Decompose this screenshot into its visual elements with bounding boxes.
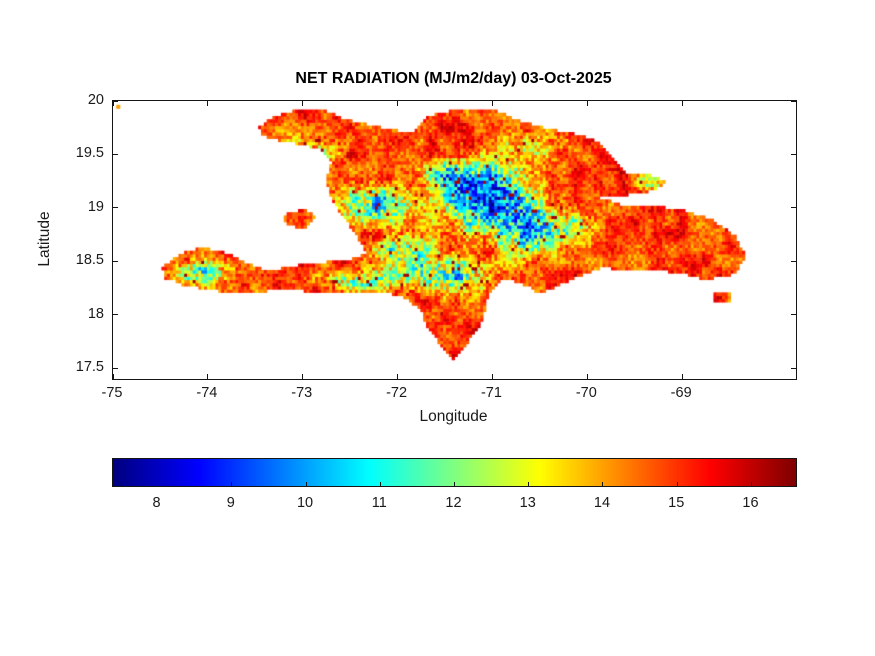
x-tickmark-top [586, 101, 588, 106]
y-tick-label: 19.5 [75, 145, 104, 162]
colorbar [112, 458, 797, 487]
colorbar-tick-label: 9 [226, 495, 235, 511]
y-tickmark-right [791, 100, 796, 102]
y-tick-label: 20 [87, 92, 104, 108]
x-tickmark [397, 374, 399, 379]
y-tickmark-right [791, 153, 796, 155]
x-tickmark-top [681, 101, 683, 106]
chart-title: NET RADIATION (MJ/m2/day) 03-Oct-2025 [295, 70, 612, 87]
x-tickmark [302, 374, 304, 379]
colorbar-tickmark [379, 482, 381, 486]
colorbar-tick-label: 14 [593, 495, 611, 511]
x-tick-label: -72 [386, 385, 408, 401]
y-tickmark-right [791, 260, 796, 262]
colorbar-tickmark [454, 482, 455, 486]
y-tickmark [113, 260, 118, 262]
y-tickmark [113, 100, 118, 102]
radiation-heatmap-canvas [113, 101, 796, 379]
colorbar-tick-label: 8 [152, 495, 161, 511]
x-tickmark-top [112, 101, 114, 106]
x-tickmark [112, 374, 114, 379]
x-tickmark-top [491, 101, 493, 106]
x-tick-label: -69 [670, 385, 692, 401]
x-tick-label: -74 [196, 385, 218, 401]
colorbar-tickmark [750, 482, 752, 486]
x-tickmark [681, 374, 683, 379]
x-tick-label: -71 [480, 385, 502, 401]
colorbar-tickmark [602, 482, 604, 486]
y-tick-label: 18.5 [75, 252, 104, 269]
y-tick-label: 18 [87, 305, 104, 322]
x-tick-label: -75 [101, 385, 123, 401]
y-tickmark [113, 153, 118, 155]
colorbar-tick-label: 10 [296, 495, 314, 511]
x-axis-label: Longitude [419, 408, 488, 425]
y-tickmark-right [791, 314, 796, 316]
colorbar-tick-label: 12 [445, 495, 462, 511]
y-tickmark [113, 367, 118, 369]
colorbar-tickmark [157, 482, 159, 486]
x-tick-label: -70 [575, 385, 597, 401]
colorbar-tick-label: 16 [742, 495, 759, 511]
y-tickmark-right [791, 207, 796, 209]
y-tick-label: 19 [87, 198, 104, 215]
colorbar-tickmark [231, 482, 233, 486]
colorbar-tick-label: 13 [519, 495, 536, 511]
colorbar-tickmark [676, 482, 678, 486]
x-tickmark [491, 374, 493, 379]
y-tick-label: 17.5 [75, 359, 104, 376]
x-tickmark-top [302, 101, 304, 106]
x-tick-label: -73 [291, 385, 313, 401]
colorbar-tick-label: 11 [371, 495, 387, 511]
colorbar-tick-label: 15 [668, 495, 685, 511]
x-tickmark [586, 374, 588, 379]
colorbar-tickmark [528, 482, 530, 486]
x-tickmark-top [207, 101, 209, 106]
x-tickmark-top [397, 101, 399, 106]
y-tickmark [113, 207, 118, 209]
plot-area [112, 100, 797, 380]
colorbar-tickmark [305, 482, 307, 486]
y-tickmark [113, 314, 118, 316]
colorbar-canvas [113, 459, 796, 486]
y-tickmark-right [791, 367, 796, 369]
x-tickmark [207, 374, 209, 379]
